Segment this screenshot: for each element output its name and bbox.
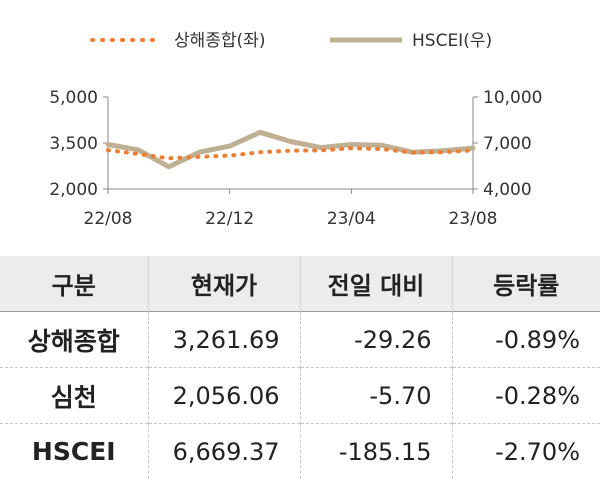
left-tick-label: 5,000 [49,88,98,108]
right-tick-label: 10,000 [483,88,542,108]
chart-svg: 상해종합(좌) HSCEI(우) 2,000 3,500 5,000 4,000 7,000… [49,31,542,229]
x-tick-label: 22/12 [205,209,254,229]
series-line-shanghai [106,146,475,161]
table-row: HSCEI 6,669.37 -185.15 -2.70% [0,423,600,479]
right-tick-label: 4,000 [483,180,532,200]
row-price: 3,261.69 [148,311,301,368]
x-tick-label: 22/08 [84,209,133,229]
row-name: HSCEI [0,423,149,479]
table-row: 상해종합 3,261.69 -29.26 -0.89% [0,311,600,368]
row-price: 2,056.06 [148,367,301,424]
table-row: 심천 2,056.06 -5.70 -0.28% [0,367,600,424]
row-name: 상해종합 [0,311,149,368]
right-tick-label: 7,000 [483,134,532,154]
row-rate: -2.70% [452,423,600,479]
index-table: 구분 현재가 전일 대비 등락률 상해종합 3,261.69 -29.26 -0… [0,256,600,479]
header-rate: 등락률 [452,256,600,312]
left-tick-label: 2,000 [49,180,98,200]
header-category: 구분 [0,256,149,312]
row-rate: -0.89% [452,311,600,368]
left-tick-label: 3,500 [49,134,98,154]
header-change: 전일 대비 [300,256,453,312]
x-tick-label: 23/04 [327,209,376,229]
table-header-row: 구분 현재가 전일 대비 등락률 [0,256,600,312]
series-line-hscei [105,129,476,170]
row-rate: -0.28% [452,367,600,424]
row-change: -5.70 [300,367,453,424]
row-change: -29.26 [300,311,453,368]
chart: 상해종합(좌) HSCEI(우) 2,000 3,500 5,000 4,000 7,000… [49,31,542,229]
row-change: -185.15 [300,423,453,479]
x-tick-label: 23/08 [449,209,498,229]
header-price: 현재가 [148,256,301,312]
legend-label-hscei: HSCEI(우) [412,31,492,51]
row-name: 심천 [0,367,149,424]
legend-label-shanghai: 상해종합(좌) [174,31,265,51]
row-price: 6,669.37 [148,423,301,479]
